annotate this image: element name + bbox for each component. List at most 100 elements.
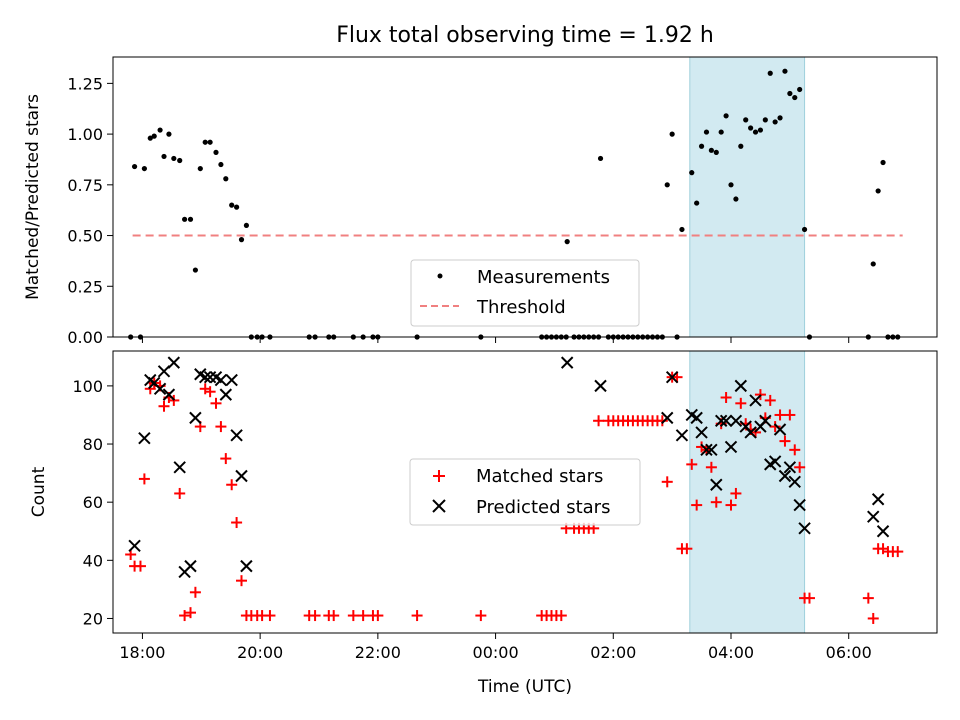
- legend-marker-matched: [433, 470, 445, 482]
- matched-star-point: [309, 610, 321, 622]
- predicted-marker-b: [710, 478, 723, 491]
- measurement-point: [207, 139, 213, 145]
- measurement-point: [713, 149, 719, 155]
- measurement-point: [797, 86, 803, 93]
- predicted-marker-b: [665, 370, 679, 384]
- measurement-point: [738, 143, 744, 149]
- predicted-marker-b: [203, 370, 217, 384]
- predicted-star-point: [560, 356, 574, 369]
- predicted-star-point: [230, 429, 243, 442]
- x-tick-label: 00:00: [473, 643, 519, 662]
- matched-star-point: [593, 415, 605, 427]
- matched-star-point: [705, 461, 717, 473]
- bottom-legend-box: [409, 458, 641, 526]
- y-tick-label: 60: [83, 493, 103, 512]
- predicted-star-point: [700, 443, 713, 457]
- predicted-star-point: [128, 539, 141, 552]
- measurement-point: [694, 200, 700, 206]
- predicted-star-point: [138, 432, 151, 445]
- predicted-marker-b: [788, 475, 801, 489]
- matched-star-point: [691, 499, 703, 511]
- measurement-point: [762, 117, 768, 123]
- measurement-point: [157, 127, 163, 133]
- matched-star-point: [862, 592, 874, 604]
- matched-star-point: [774, 409, 786, 421]
- y-tick-label: 1.25: [67, 74, 103, 93]
- measurement-point: [772, 119, 778, 125]
- bottom-y-axis-label: Count: [29, 466, 49, 517]
- matched-star-point: [720, 392, 732, 404]
- measurement-point: [792, 94, 798, 101]
- predicted-marker-b: [153, 382, 167, 396]
- predicted-marker-b: [173, 461, 186, 474]
- top-panel: 0.00 0.25 0.50 0.75 1.00 1.25 Matched/Predict…: [23, 56, 938, 347]
- matched-star-point: [158, 400, 170, 412]
- y-tick-label: 100: [72, 377, 103, 396]
- predicted-star-point: [768, 455, 782, 468]
- predicted-marker-b: [700, 443, 713, 457]
- matched-star-point: [328, 610, 340, 622]
- predicted-marker-b: [705, 443, 718, 457]
- matched-star-point: [730, 487, 742, 499]
- matched-star-point: [735, 397, 747, 409]
- predicted-star-point: [695, 426, 708, 439]
- measurement-point: [213, 149, 219, 155]
- predicted-marker-b: [759, 414, 772, 427]
- predicted-marker-b: [749, 394, 762, 407]
- predicted-star-point: [661, 411, 674, 425]
- predicted-marker-b: [783, 461, 797, 474]
- matched-star-point: [475, 610, 487, 622]
- matched-star-point: [226, 479, 238, 491]
- x-tick-label: 02:00: [590, 643, 636, 662]
- predicted-marker-b: [675, 429, 689, 442]
- predicted-star-point: [749, 394, 762, 407]
- measurement-point: [238, 237, 245, 243]
- predicted-star-point: [788, 475, 801, 489]
- measurement-point: [669, 131, 675, 137]
- predicted-marker-b: [199, 370, 212, 384]
- predicted-marker-b: [685, 408, 698, 422]
- predicted-marker-b: [594, 379, 607, 393]
- y-tick-label: 20: [83, 609, 103, 628]
- predicted-star-point: [173, 461, 186, 474]
- predicted-star-point: [867, 510, 880, 523]
- measurement-point: [161, 153, 167, 160]
- measurement-point: [182, 216, 188, 222]
- predicted-marker-b: [194, 368, 207, 381]
- matched-star-point: [179, 610, 191, 622]
- predicted-marker-b: [773, 423, 787, 436]
- predicted-star-point: [719, 414, 733, 427]
- measurement-point: [192, 267, 198, 273]
- measurement-point: [147, 135, 153, 141]
- predicted-marker-b: [157, 365, 171, 378]
- predicted-star-point: [744, 426, 757, 439]
- predicted-star-point: [184, 559, 197, 573]
- predicted-star-point: [167, 356, 181, 369]
- measurement-point: [166, 131, 172, 137]
- measurement-point: [767, 70, 773, 76]
- x-tick-label: 22:00: [355, 643, 401, 662]
- top-legend: Measurements Threshold: [410, 259, 640, 327]
- measurement-point: [223, 176, 229, 182]
- chart-title: Flux total observing time = 1.92 h: [336, 23, 714, 48]
- predicted-star-point: [189, 411, 202, 425]
- bottom-series-layer: [125, 356, 904, 624]
- predicted-marker-b: [690, 411, 703, 425]
- measurement-point: [141, 165, 147, 172]
- predicted-marker-b: [714, 414, 728, 427]
- measurement-point: [708, 147, 714, 153]
- predicted-marker-b: [695, 426, 708, 439]
- predicted-marker-b: [147, 376, 161, 390]
- y-tick-label: 0.50: [67, 227, 103, 246]
- predicted-star-point: [153, 382, 167, 396]
- predicted-marker-b: [240, 559, 253, 573]
- measurement-point: [698, 143, 705, 149]
- measurement-point: [234, 204, 240, 210]
- predicted-marker-b: [724, 440, 738, 454]
- legend-marker-measurements: [437, 273, 443, 279]
- measurement-point: [664, 182, 670, 188]
- predicted-star-point: [871, 493, 885, 506]
- measurement-point: [131, 163, 138, 170]
- measurement-point: [187, 216, 194, 222]
- predicted-marker-b: [138, 432, 151, 445]
